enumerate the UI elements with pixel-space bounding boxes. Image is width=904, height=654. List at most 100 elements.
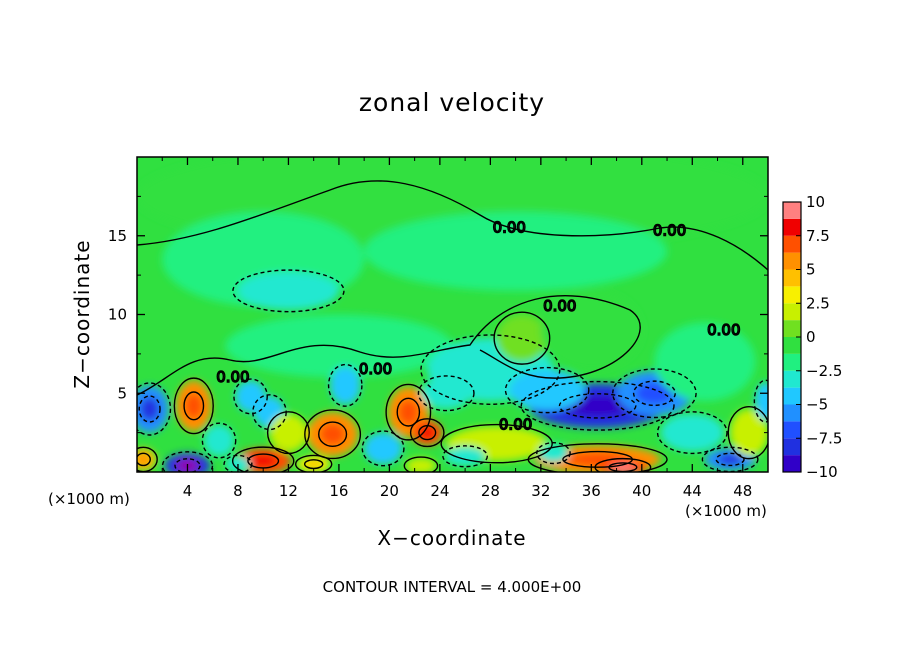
velocity-feature-core	[140, 397, 160, 421]
contour-line	[233, 378, 268, 415]
contour-interval-note: CONTOUR INTERVAL = 4.000E+00	[322, 578, 582, 596]
contour-label: 0.00	[493, 218, 526, 236]
zero-contour	[137, 295, 641, 396]
contour-label: 0.00	[216, 368, 249, 386]
velocity-feature	[237, 271, 339, 310]
contour-line	[527, 443, 668, 472]
velocity-field: 0.00 0.00 0.00 0.00 0.00 0.00 0.00	[137, 157, 768, 472]
contour-label: 0.00	[653, 222, 686, 240]
velocity-feature-core	[419, 426, 435, 439]
contour-line	[327, 363, 363, 407]
velocity-feature	[538, 443, 569, 463]
contour-line	[632, 380, 676, 407]
contour-line	[231, 446, 295, 472]
x-axis-label: X−coordinate	[377, 526, 527, 550]
contour-line	[201, 422, 237, 459]
colorbar-band	[783, 286, 801, 304]
y-tick-label: 10	[108, 306, 127, 324]
x-tick-label: 32	[531, 482, 550, 500]
contour-line	[417, 375, 475, 412]
y-axis-label: Z−coordinate	[70, 239, 94, 389]
x-tick-label: 48	[733, 482, 752, 500]
contour-line	[174, 458, 201, 472]
colorbar-band	[783, 235, 801, 253]
velocity-feature	[540, 290, 642, 370]
contour-label: 0.00	[499, 415, 532, 433]
x-tick-label: 36	[582, 482, 601, 500]
colorbar-tick-label: 5	[806, 261, 816, 279]
contour-line	[558, 393, 637, 419]
contour-label: 0.00	[359, 360, 392, 378]
contour-line	[294, 454, 333, 472]
contour-line	[318, 421, 348, 448]
velocity-feature-core	[562, 394, 633, 417]
colorbar-tick-label: 7.5	[806, 227, 830, 245]
velocity-feature-core	[249, 454, 278, 468]
x-tick-label: 16	[329, 482, 348, 500]
colorbar-band	[783, 337, 801, 354]
contour-label: 0.00	[543, 297, 576, 315]
x-tick-label: 28	[481, 482, 500, 500]
velocity-feature	[660, 413, 724, 452]
velocity-feature	[364, 212, 668, 291]
velocity-feature-core	[319, 423, 346, 446]
x-tick-label: 40	[632, 482, 651, 500]
velocity-feature	[330, 366, 361, 405]
contour-line	[715, 452, 745, 467]
contour-line	[409, 418, 445, 448]
zero-contour	[137, 180, 768, 271]
contour-line	[138, 395, 161, 423]
contour-line	[440, 423, 553, 464]
colorbar-tick-label: −7.5	[806, 429, 842, 447]
contour-line	[701, 446, 759, 472]
colorbar-band	[783, 202, 801, 219]
colorbar-band	[783, 269, 801, 287]
contour-line	[232, 269, 345, 313]
contour-line	[442, 445, 489, 468]
x-tick-label: 20	[380, 482, 399, 500]
x-tick-label: 12	[279, 482, 298, 500]
velocity-feature	[444, 446, 486, 466]
velocity-feature	[654, 322, 756, 402]
contour-line	[420, 334, 561, 405]
y-tick-label: 15	[108, 227, 127, 245]
contour-line	[504, 366, 590, 414]
x-unit-label-left: (×1000 m)	[48, 490, 130, 508]
velocity-feature-core	[184, 393, 203, 419]
colorbar-band	[783, 370, 801, 388]
x-tick-label: 4	[183, 482, 193, 500]
velocity-feature	[755, 382, 768, 421]
velocity-feature	[405, 457, 437, 472]
contour-line	[612, 368, 697, 419]
contour-line	[493, 311, 551, 365]
contour-line	[403, 456, 439, 472]
contour-line	[727, 405, 768, 460]
colorbar-tick-label: 2.5	[806, 294, 830, 312]
contour-line	[137, 452, 151, 467]
colorbar-band	[783, 421, 801, 439]
contour-line	[520, 380, 675, 431]
contour-line	[247, 453, 280, 469]
colorbar-band	[783, 252, 801, 270]
velocity-feature	[364, 432, 403, 465]
colorbar-band	[783, 303, 801, 321]
velocity-feature-core	[305, 460, 322, 469]
contour-line	[173, 377, 214, 435]
contour-line	[656, 411, 728, 455]
contour-line	[536, 442, 571, 465]
colorbar-tick-label: 0	[806, 328, 816, 346]
velocity-feature-core	[635, 382, 674, 405]
contour-line	[266, 411, 310, 455]
colorbar-tick-label: 10	[806, 193, 825, 211]
colorbar-band	[783, 438, 801, 456]
colorbar-band	[783, 353, 801, 371]
velocity-feature-core	[717, 453, 743, 465]
y-tick-label: 5	[117, 384, 127, 402]
contour-label: 0.00	[707, 321, 740, 339]
velocity-feature	[420, 377, 472, 409]
velocity-feature-core	[137, 453, 150, 465]
contour-line	[137, 382, 172, 436]
x-tick-label: 44	[683, 482, 702, 500]
colorbar-band	[783, 218, 801, 236]
contour-line	[361, 430, 405, 467]
